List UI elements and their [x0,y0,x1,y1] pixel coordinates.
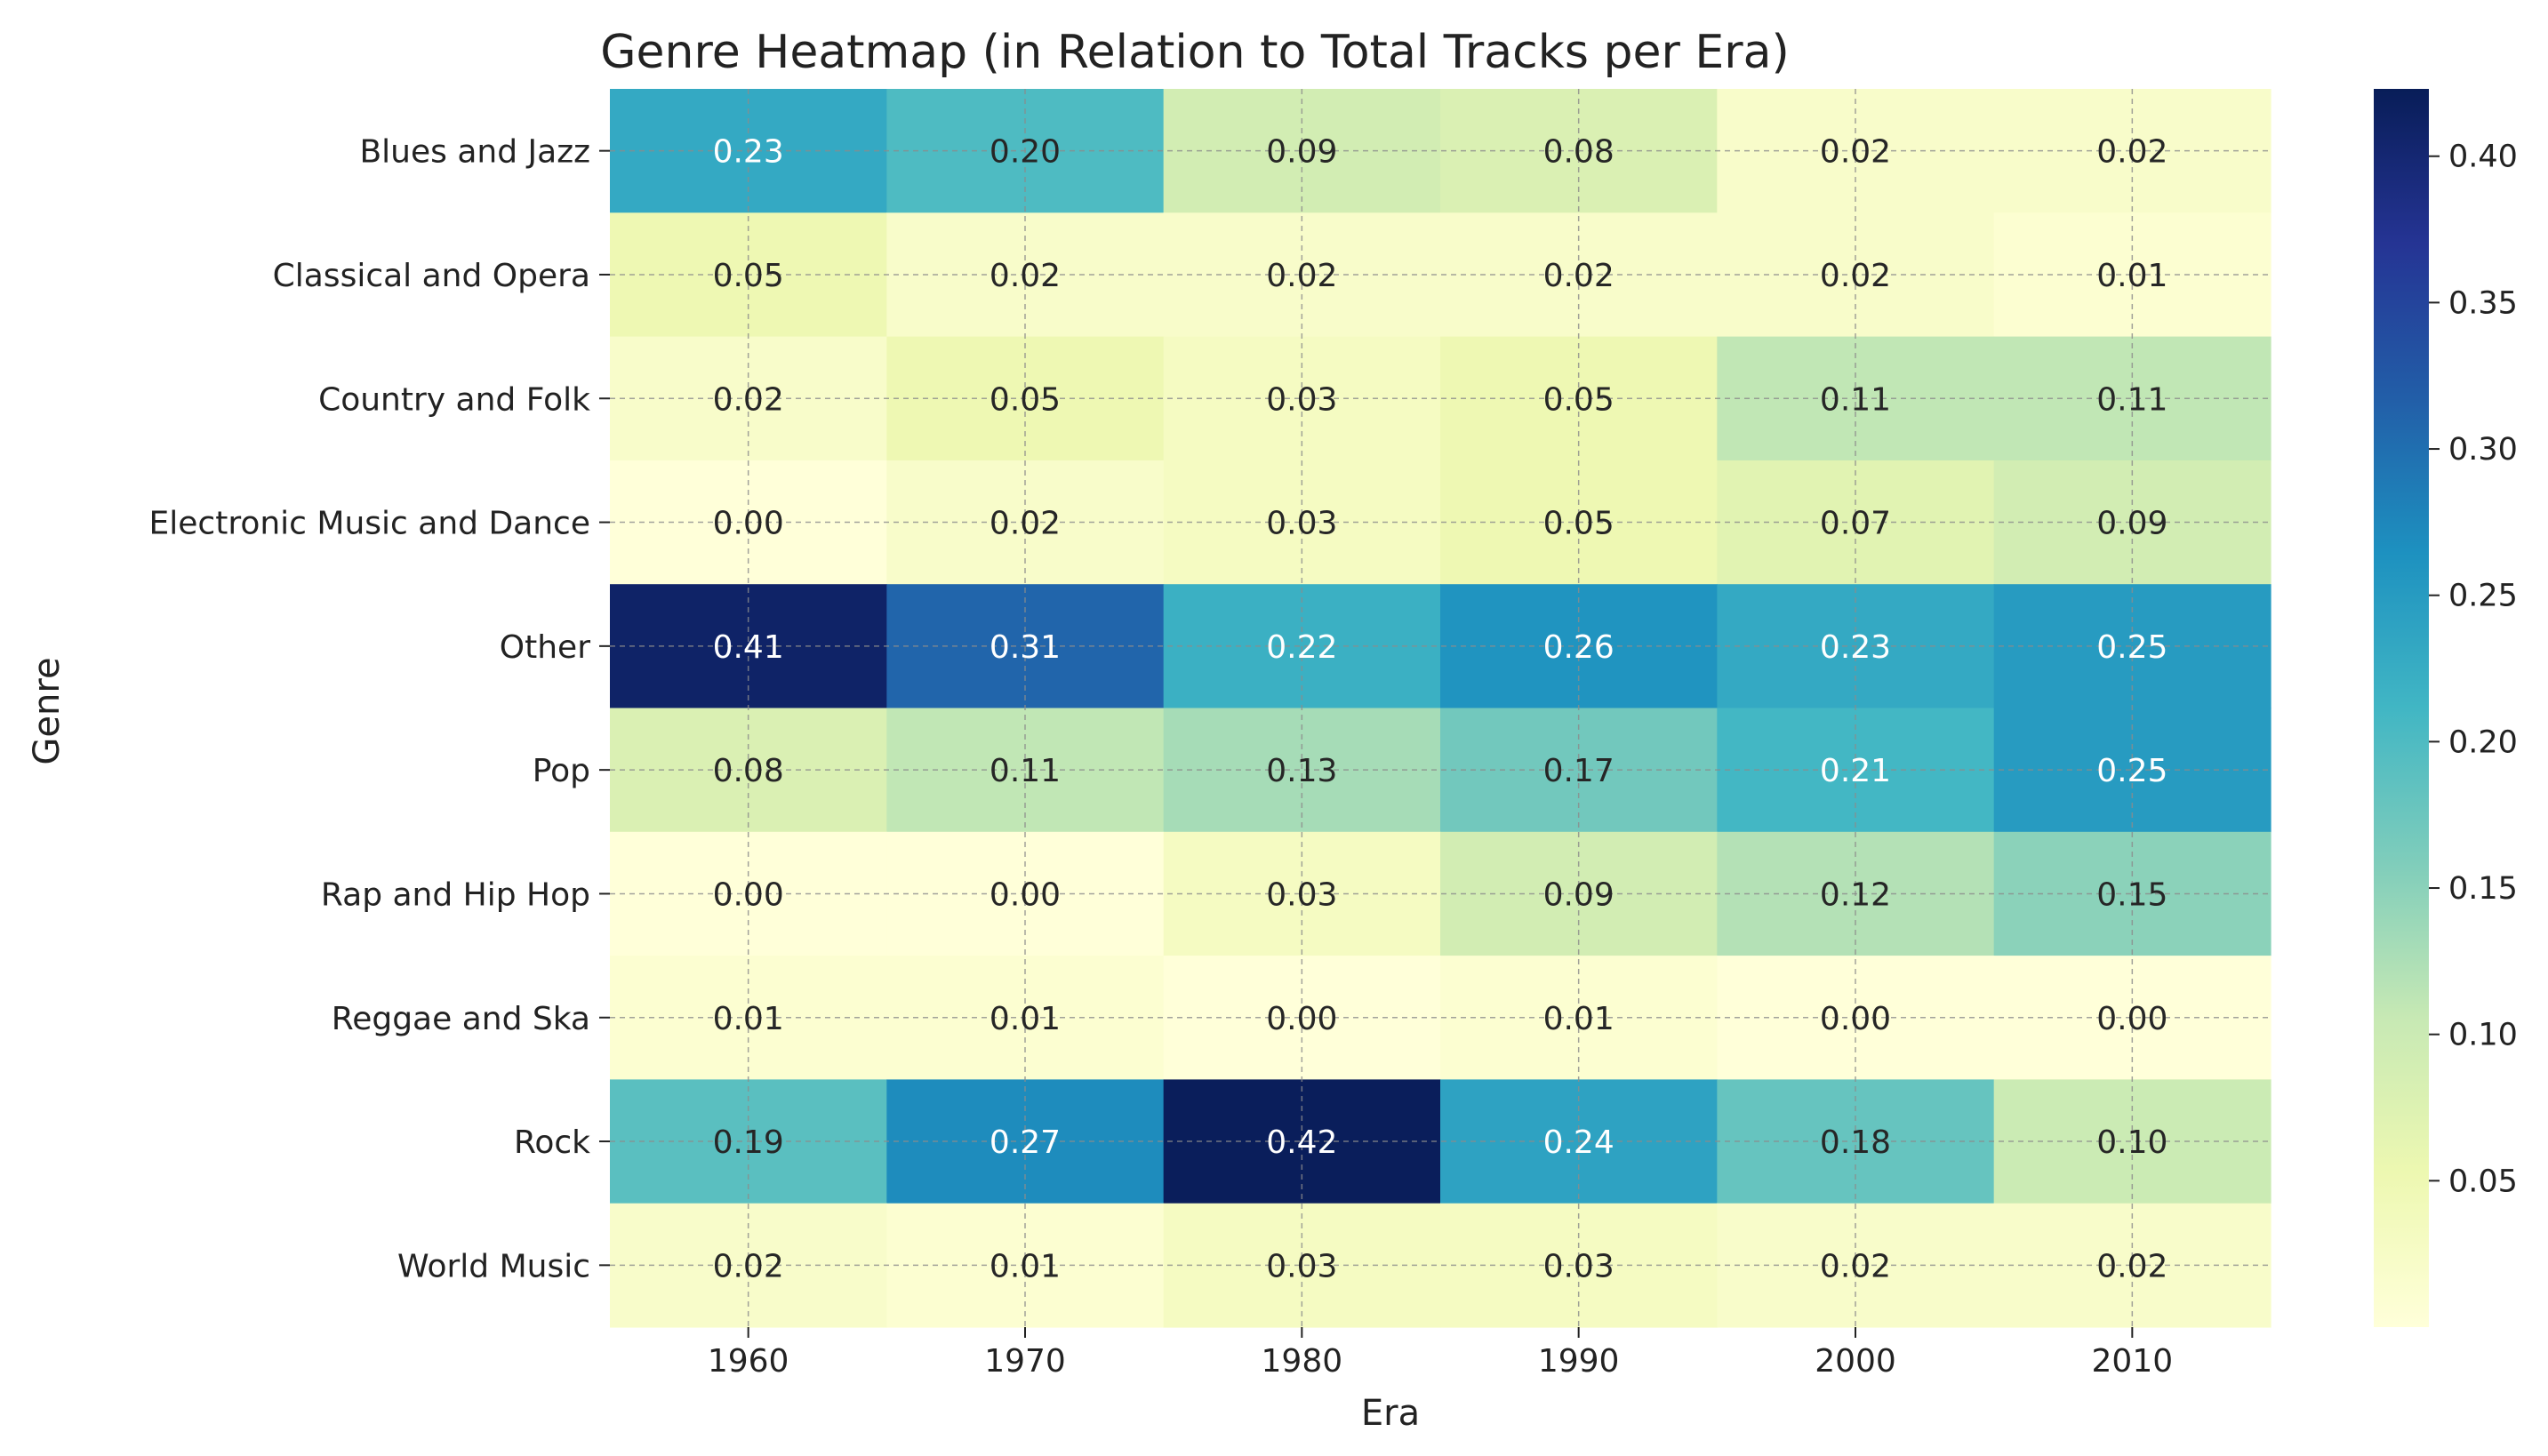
cell-value-label: 0.03 [1266,381,1337,418]
cell-value-label: 0.19 [713,1124,784,1161]
grid-lines [610,89,2271,1327]
cell-value-label: 0.09 [1543,876,1615,913]
cell-value-label: 0.02 [1820,1248,1891,1284]
y-axis-label: Genre [27,657,68,764]
y-tick-label: Electronic Music and Dance [149,506,590,542]
cell-value-label: 0.02 [1820,258,1891,294]
cell-value-label: 0.42 [1266,1124,1337,1161]
colorbar-ticks: 0.05 0.10 0.15 0.20 0.25 0.30 0.35 0.40 [2429,140,2518,1199]
cell-value-label: 0.15 [2096,876,2167,913]
cell-value-label: 0.02 [990,506,1061,542]
cell-value-label: 0.11 [990,753,1061,789]
cell-value-label: 0.07 [1820,506,1891,542]
colorbar-tick-label: 0.15 [2448,871,2518,907]
cell-value-label: 0.00 [1820,1001,1891,1037]
cell-value-label: 0.24 [1543,1124,1615,1161]
y-tick-label: Reggae and Ska [332,1001,590,1037]
cell-value-label: 0.23 [1820,629,1891,666]
cell-value-label: 0.02 [713,1248,784,1284]
cell-value-label: 0.03 [1266,1248,1337,1284]
y-tick-label: Pop [533,753,590,789]
cell-value-label: 0.08 [713,753,784,789]
cell-value-label: 0.22 [1266,629,1337,666]
cell-value-label: 0.11 [2096,381,2167,418]
cell-value-label: 0.26 [1543,629,1615,666]
cell-value-label: 0.12 [1820,876,1891,913]
y-tick-label: Country and Folk [318,381,590,418]
cell-value-label: 0.00 [713,876,784,913]
y-tick-label: Other [500,629,590,666]
cell-value-label: 0.03 [1266,506,1337,542]
colorbar-gradient [2374,89,2429,1327]
x-tick-label: 1960 [708,1343,789,1380]
cell-value-label: 0.11 [1820,381,1891,418]
y-tick-label: Blues and Jazz [359,134,590,171]
cell-value-label: 0.08 [1543,134,1615,171]
cell-value-label: 0.03 [1266,876,1337,913]
cell-value-label: 0.01 [990,1248,1061,1284]
cell-value-label: 0.02 [1266,258,1337,294]
cell-value-label: 0.02 [990,258,1061,294]
cell-value-label: 0.05 [1543,506,1615,542]
x-tick-label: 1990 [1538,1343,1620,1380]
colorbar: 0.05 0.10 0.15 0.20 0.25 0.30 0.35 0.40 [2374,89,2518,1327]
y-tick-label: World Music [397,1248,590,1284]
cell-value-label: 0.09 [2096,506,2167,542]
cell-value-label: 0.31 [990,629,1061,666]
colorbar-tick-label: 0.05 [2448,1164,2518,1199]
cell-value-label: 0.05 [990,381,1061,418]
x-tick-label: 1980 [1262,1343,1343,1380]
cell-value-label: 0.09 [1266,134,1337,171]
cell-value-label: 0.05 [713,258,784,294]
chart-title: Genre Heatmap (in Relation to Total Trac… [600,26,1790,79]
colorbar-tick-label: 0.25 [2448,579,2518,614]
colorbar-tick-label: 0.40 [2448,140,2518,175]
cell-value-label: 0.17 [1543,753,1615,789]
y-tick-label: Rock [514,1124,590,1161]
cell-value-label: 0.00 [990,876,1061,913]
cell-value-label: 0.23 [713,134,784,171]
cell-value-label: 0.18 [1820,1124,1891,1161]
cell-value-label: 0.00 [1266,1001,1337,1037]
cell-value-label: 0.41 [713,629,784,666]
cell-value-label: 0.10 [2096,1124,2167,1161]
colorbar-tick-label: 0.35 [2448,285,2518,321]
cell-value-label: 0.25 [2096,753,2167,789]
x-tick-label: 2000 [1815,1343,1896,1380]
cell-value-label: 0.05 [1543,381,1615,418]
cell-value-labels: 0.23 0.20 0.09 0.08 0.02 0.02 0.05 0.02 0.02 0.02… [713,134,2168,1285]
cell-value-label: 0.02 [1543,258,1615,294]
cell-value-label: 0.00 [2096,1001,2167,1037]
cell-value-label: 0.20 [990,134,1061,171]
cell-value-label: 0.01 [2096,258,2167,294]
colorbar-tick-label: 0.30 [2448,432,2518,468]
y-tick-label: Classical and Opera [273,258,590,294]
cell-value-label: 0.03 [1543,1248,1615,1284]
colorbar-tick-label: 0.10 [2448,1018,2518,1053]
y-tick-label: Rap and Hip Hop [321,876,590,913]
x-tick-label: 1970 [984,1343,1066,1380]
cell-value-label: 0.02 [713,381,784,418]
cell-value-label: 0.01 [990,1001,1061,1037]
cell-value-label: 0.02 [2096,134,2167,171]
y-axis-ticks: Blues and Jazz Classical and Opera Country… [149,134,610,1284]
cell-value-label: 0.02 [2096,1248,2167,1284]
x-tick-label: 2010 [2092,1343,2174,1380]
cell-value-label: 0.25 [2096,629,2167,666]
cell-value-label: 0.21 [1820,753,1891,789]
cell-value-label: 0.02 [1820,134,1891,171]
x-axis-label: Era [1361,1393,1420,1434]
colorbar-tick-label: 0.20 [2448,724,2518,760]
x-axis-ticks: 1960 1970 1980 1990 2000 2010 [708,1327,2173,1380]
cell-value-label: 0.13 [1266,753,1337,789]
cell-value-label: 0.01 [713,1001,784,1037]
cell-value-label: 0.00 [713,506,784,542]
cell-value-label: 0.01 [1543,1001,1615,1037]
cell-value-label: 0.27 [990,1124,1061,1161]
